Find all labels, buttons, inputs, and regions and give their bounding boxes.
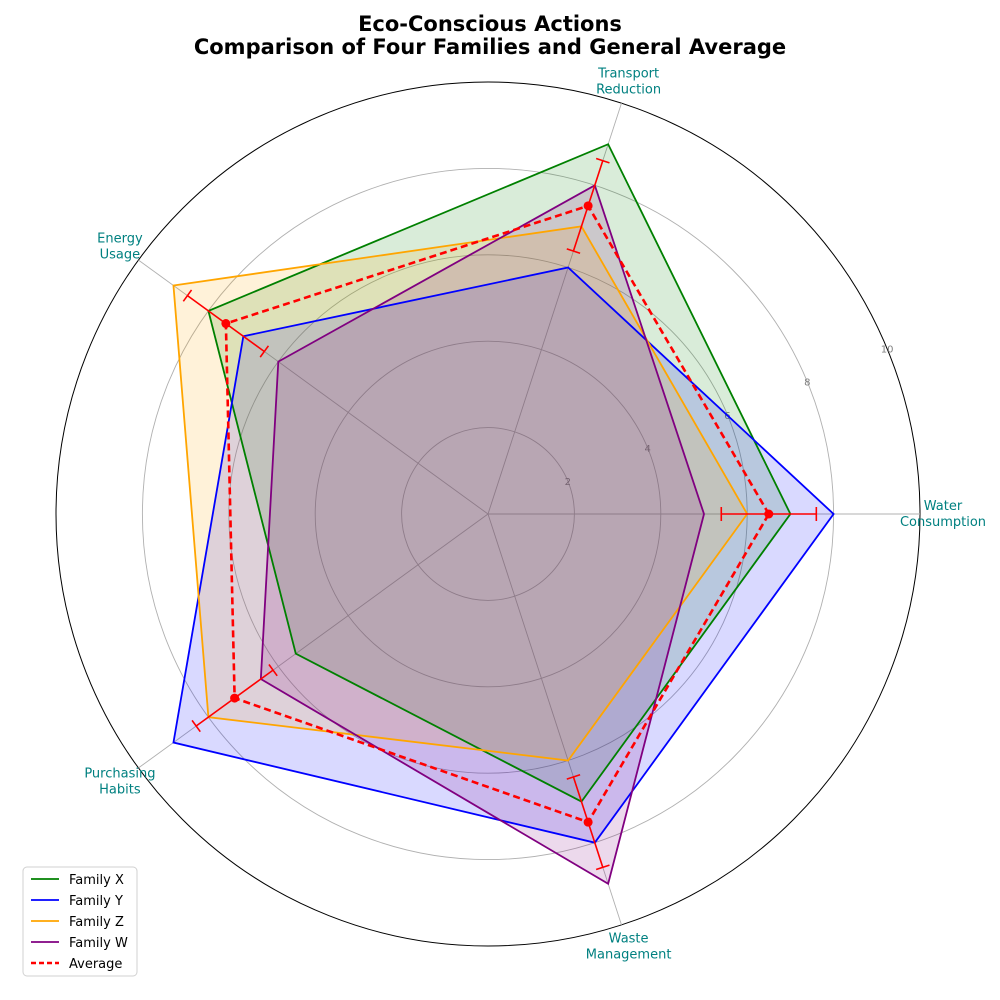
- axis-label: Reduction: [596, 82, 661, 97]
- series-fill: [173, 226, 748, 761]
- legend: Family X Family Y Family Z Family W Average: [22, 866, 138, 977]
- error-cap: [566, 248, 581, 254]
- legend-label: Family X: [69, 873, 124, 888]
- axis-label: Purchasing: [84, 766, 155, 781]
- error-cap: [259, 345, 270, 358]
- series-fill: [173, 267, 834, 843]
- legend-label: Average: [69, 957, 122, 972]
- average-marker: [583, 201, 593, 211]
- axis-label: Habits: [99, 782, 141, 797]
- axis-label: Usage: [100, 248, 141, 263]
- average-marker: [583, 817, 593, 827]
- series-group: [172, 143, 835, 886]
- series-line: [207, 143, 792, 803]
- average-marker: [230, 693, 240, 703]
- legend-label: Family W: [69, 936, 128, 951]
- error-cap: [182, 289, 193, 302]
- axis-label: Waste: [609, 932, 649, 947]
- axis-label: Water: [924, 499, 963, 514]
- r-tick-label: 10: [881, 345, 894, 356]
- legend-label: Family Y: [69, 894, 123, 909]
- error-cap: [595, 157, 610, 164]
- error-cap: [595, 864, 610, 871]
- axis-label: Energy: [97, 232, 143, 247]
- series-fill: [208, 144, 791, 802]
- series-fill: [260, 185, 704, 884]
- average-line: [224, 204, 771, 824]
- error-cap: [566, 774, 581, 780]
- average-marker: [764, 509, 774, 519]
- r-tick-label: 4: [644, 444, 650, 455]
- series-line: [172, 225, 749, 762]
- error-cap: [191, 719, 201, 733]
- axis-label: Management: [586, 948, 672, 963]
- r-tick-label: 8: [804, 378, 810, 389]
- series-line: [259, 183, 705, 886]
- r-tick-label: 2: [565, 477, 571, 488]
- average-marker: [221, 319, 231, 329]
- chart-title-line-2: Comparison of Four Families and General …: [194, 35, 786, 59]
- axis-label: Consumption: [900, 515, 986, 530]
- legend-label: Family Z: [69, 915, 124, 930]
- series-line: [172, 266, 835, 844]
- chart-title-line-1: Eco-Conscious Actions: [358, 12, 622, 36]
- error-cap: [268, 664, 278, 677]
- axis-label: Transport: [597, 66, 659, 81]
- legend-box: [22, 866, 138, 977]
- average-group: [182, 157, 818, 871]
